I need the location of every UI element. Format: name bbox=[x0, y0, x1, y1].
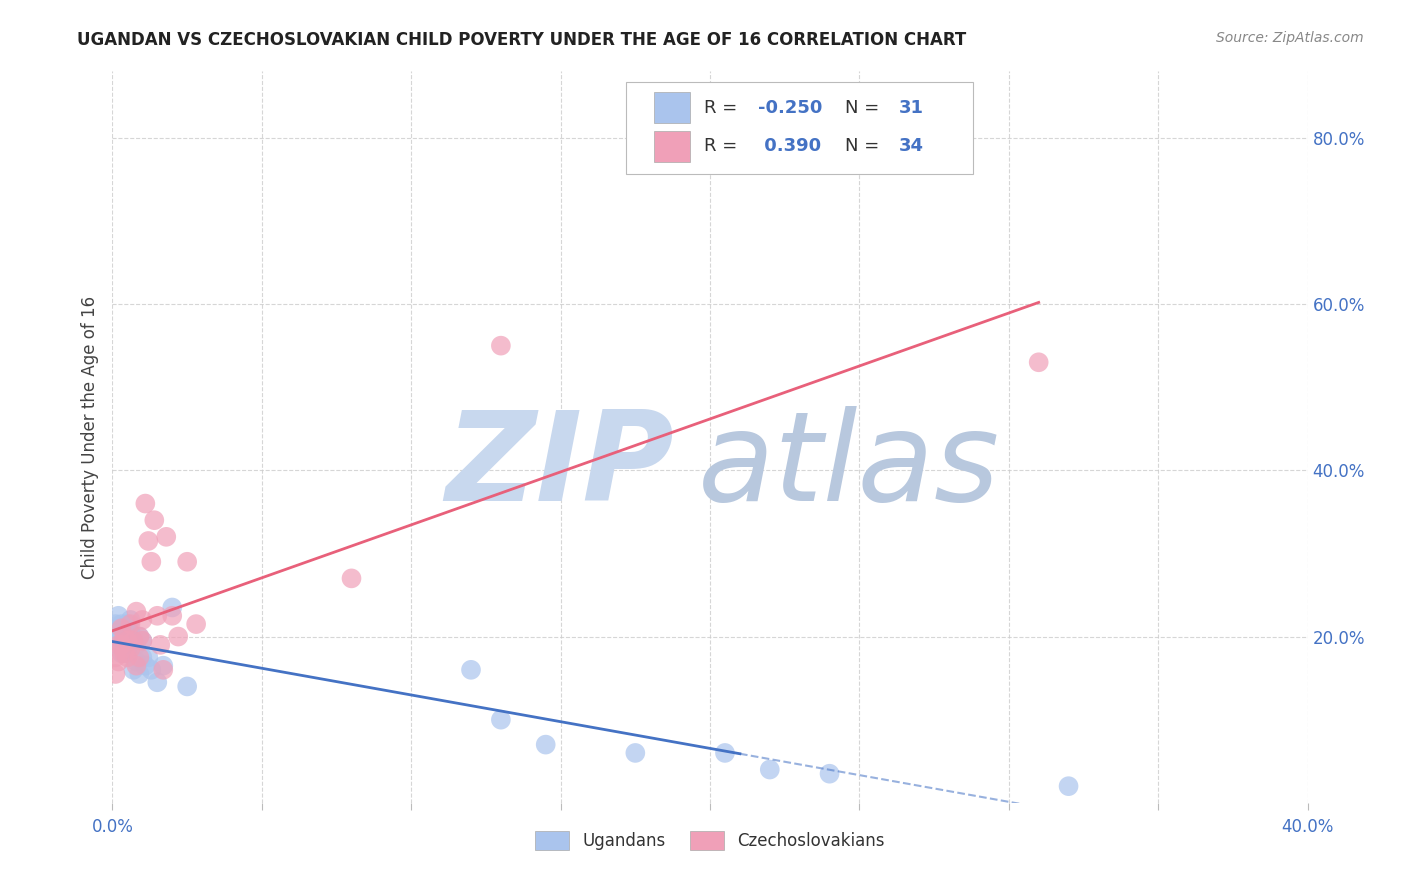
FancyBboxPatch shape bbox=[654, 131, 690, 161]
Point bbox=[134, 658, 156, 673]
Text: N =: N = bbox=[845, 99, 884, 117]
Point bbox=[117, 617, 139, 632]
Point bbox=[125, 605, 148, 619]
Text: R =: R = bbox=[704, 99, 742, 117]
Point bbox=[176, 680, 198, 694]
Point bbox=[143, 513, 166, 527]
Point bbox=[110, 630, 132, 644]
Point bbox=[759, 763, 782, 777]
Point bbox=[141, 663, 163, 677]
Text: 31: 31 bbox=[898, 99, 924, 117]
Point bbox=[114, 621, 135, 635]
Point bbox=[186, 617, 208, 632]
Point bbox=[114, 638, 135, 652]
Point bbox=[131, 650, 153, 665]
Point bbox=[117, 646, 139, 660]
Point bbox=[818, 766, 841, 780]
Point bbox=[134, 497, 156, 511]
Y-axis label: Child Poverty Under the Age of 16: Child Poverty Under the Age of 16 bbox=[80, 295, 98, 579]
Point bbox=[125, 638, 148, 652]
Point bbox=[149, 638, 172, 652]
Point bbox=[162, 608, 183, 623]
Point bbox=[114, 630, 135, 644]
Point bbox=[1057, 779, 1080, 793]
FancyBboxPatch shape bbox=[654, 92, 690, 123]
Text: 0.390: 0.390 bbox=[758, 137, 821, 155]
Point bbox=[162, 600, 183, 615]
Point bbox=[107, 633, 129, 648]
Text: -0.250: -0.250 bbox=[758, 99, 823, 117]
Point bbox=[138, 533, 160, 548]
Text: UGANDAN VS CZECHOSLOVAKIAN CHILD POVERTY UNDER THE AGE OF 16 CORRELATION CHART: UGANDAN VS CZECHOSLOVAKIAN CHILD POVERTY… bbox=[77, 31, 966, 49]
Point bbox=[714, 746, 737, 760]
Point bbox=[152, 663, 174, 677]
Point bbox=[146, 675, 169, 690]
Point bbox=[117, 633, 139, 648]
Point bbox=[128, 650, 150, 665]
Point bbox=[122, 630, 145, 644]
Point bbox=[110, 617, 132, 632]
Point bbox=[107, 608, 129, 623]
Point bbox=[152, 658, 174, 673]
Point bbox=[1028, 355, 1050, 369]
Point bbox=[138, 650, 160, 665]
Text: 34: 34 bbox=[898, 137, 924, 155]
Point bbox=[107, 638, 129, 652]
Point bbox=[141, 555, 163, 569]
Point bbox=[125, 658, 148, 673]
Point bbox=[131, 633, 153, 648]
Point bbox=[114, 646, 135, 660]
Point bbox=[117, 650, 139, 665]
Text: ZIP: ZIP bbox=[446, 406, 675, 527]
Point bbox=[128, 667, 150, 681]
Point bbox=[167, 630, 190, 644]
Point bbox=[131, 613, 153, 627]
Point bbox=[489, 338, 512, 352]
Point bbox=[122, 663, 145, 677]
Point bbox=[120, 633, 142, 648]
Legend: Ugandans, Czechoslovakians: Ugandans, Czechoslovakians bbox=[529, 824, 891, 856]
Point bbox=[128, 630, 150, 644]
Point bbox=[117, 630, 139, 644]
Point bbox=[176, 555, 198, 569]
Point bbox=[120, 617, 142, 632]
Point bbox=[122, 633, 145, 648]
FancyBboxPatch shape bbox=[627, 82, 973, 174]
Point bbox=[104, 667, 127, 681]
Text: R =: R = bbox=[704, 137, 742, 155]
Point bbox=[104, 650, 127, 665]
Point bbox=[125, 655, 148, 669]
Point bbox=[146, 608, 169, 623]
Point bbox=[624, 746, 647, 760]
Point bbox=[120, 642, 142, 657]
Point bbox=[104, 617, 127, 632]
Point bbox=[128, 630, 150, 644]
Text: N =: N = bbox=[845, 137, 884, 155]
Point bbox=[460, 663, 482, 677]
Point bbox=[110, 621, 132, 635]
Point bbox=[131, 633, 153, 648]
Text: atlas: atlas bbox=[699, 406, 1000, 527]
Point bbox=[534, 738, 557, 752]
Point bbox=[110, 646, 132, 660]
Point bbox=[110, 638, 132, 652]
Point bbox=[107, 655, 129, 669]
Point bbox=[120, 613, 142, 627]
Point bbox=[155, 530, 177, 544]
Point bbox=[340, 571, 363, 585]
Point bbox=[120, 625, 142, 640]
Point bbox=[489, 713, 512, 727]
Text: Source: ZipAtlas.com: Source: ZipAtlas.com bbox=[1216, 31, 1364, 45]
Point bbox=[104, 630, 127, 644]
